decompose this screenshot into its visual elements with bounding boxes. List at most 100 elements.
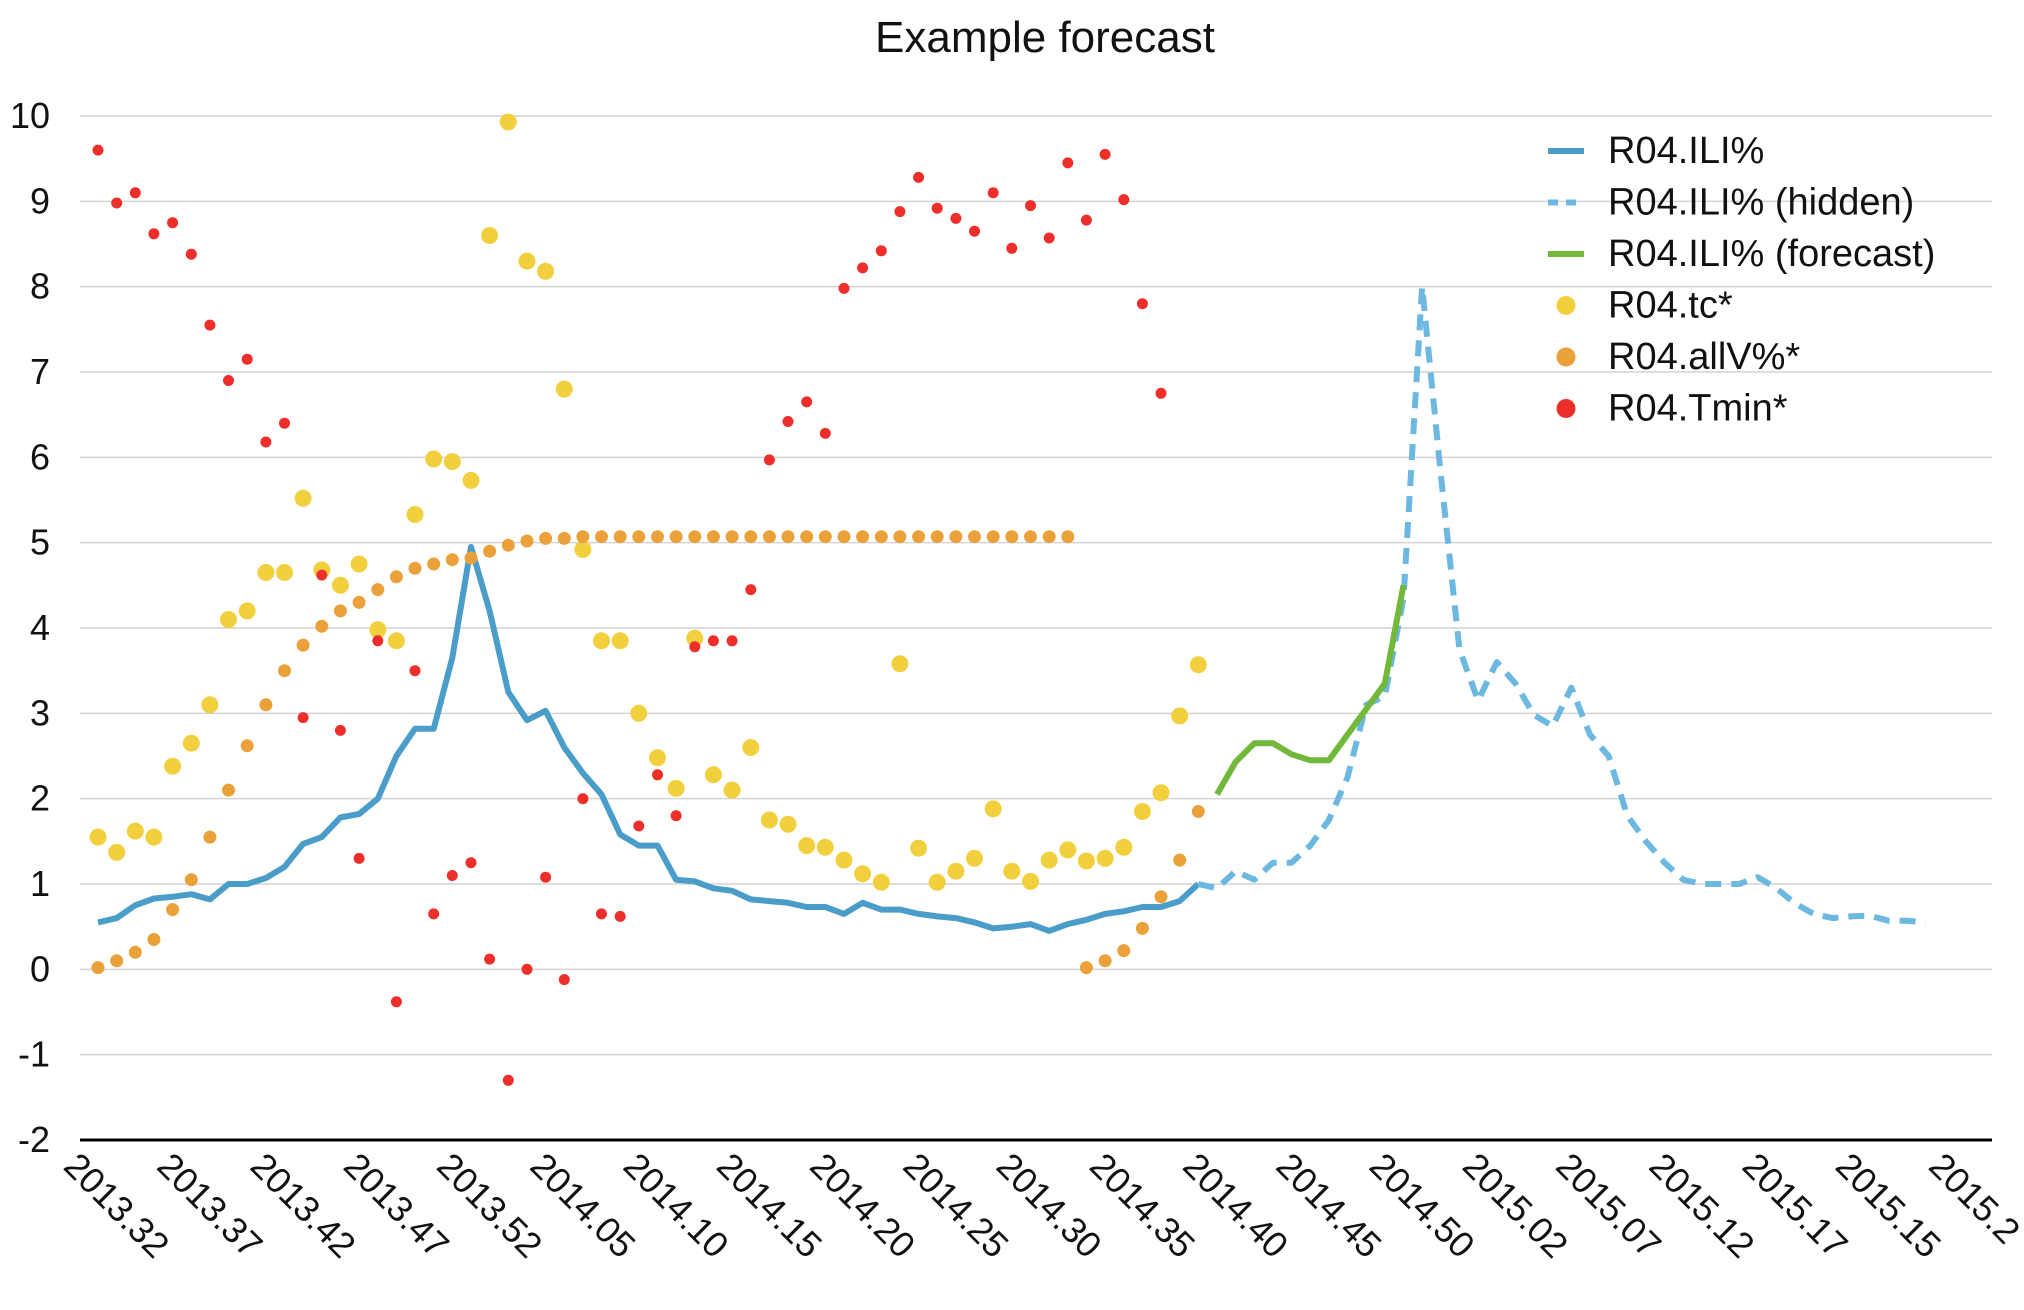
data-point (630, 704, 648, 722)
data-point (1096, 849, 1114, 867)
data-point (969, 225, 980, 237)
data-point (614, 910, 626, 922)
data-point (129, 187, 141, 199)
data-point (427, 557, 441, 571)
y-tick-label: 8 (30, 266, 50, 307)
legend-item: R04.ILI% (forecast) (1548, 233, 1935, 275)
data-point (893, 530, 907, 544)
data-point (779, 815, 797, 833)
data-point (854, 865, 872, 883)
data-point (1025, 200, 1036, 212)
data-point (1080, 214, 1092, 226)
data-point (1042, 530, 1056, 544)
data-point (818, 530, 832, 544)
data-point (669, 530, 683, 544)
data-point (167, 217, 179, 229)
y-tick-label: 4 (30, 607, 50, 648)
data-point (894, 206, 906, 218)
data-point (502, 1074, 514, 1086)
data-point (278, 664, 291, 678)
data-point (1043, 232, 1055, 244)
data-point (164, 757, 182, 775)
data-point (499, 113, 517, 131)
data-point (222, 783, 235, 797)
data-point (593, 632, 610, 650)
data-point (1133, 803, 1151, 820)
legend-marker (1556, 296, 1576, 315)
data-point (1098, 954, 1112, 968)
data-point (1061, 530, 1075, 544)
data-point (1155, 387, 1167, 399)
data-point (240, 739, 254, 753)
data-point (1079, 961, 1093, 975)
data-point (1171, 707, 1189, 725)
data-point (145, 828, 163, 846)
y-tick-label: 3 (30, 692, 50, 733)
data-point (1040, 851, 1058, 869)
data-point (837, 530, 851, 544)
data-point (539, 531, 553, 545)
data-point (446, 870, 458, 881)
data-point (966, 849, 983, 867)
legend-label: R04.Tmin* (1608, 388, 1788, 430)
data-point (166, 903, 180, 917)
data-point (574, 541, 592, 558)
data-point (223, 375, 234, 386)
data-point (1003, 862, 1021, 880)
data-point (726, 635, 738, 647)
data-point (387, 632, 405, 650)
x-tick-labels: 2013.322013.372013.422013.472013.522014.… (56, 1145, 2024, 1266)
data-point (1115, 838, 1133, 856)
data-point (704, 766, 722, 784)
series-lines (97, 283, 1926, 934)
data-point (185, 248, 197, 260)
data-point (260, 436, 272, 448)
data-point (913, 171, 925, 183)
data-point (689, 641, 701, 653)
data-point (331, 576, 349, 594)
data-point (315, 619, 329, 633)
data-point (801, 396, 813, 408)
data-point (872, 873, 890, 891)
data-point (1022, 872, 1039, 890)
legend-label: R04.ILI% (forecast) (1608, 233, 1935, 275)
data-point (257, 564, 275, 581)
gridlines (80, 115, 1992, 1142)
data-point (465, 857, 477, 869)
legend-label: R04.ILI% (1608, 130, 1764, 172)
data-point (408, 561, 422, 575)
data-point (1059, 841, 1077, 859)
data-point (184, 873, 198, 887)
y-tick-label: 1 (30, 863, 50, 904)
data-point (688, 530, 702, 544)
data-point (819, 427, 831, 439)
legend-label: R04.tc* (1608, 285, 1733, 327)
data-point (1189, 656, 1207, 674)
data-point (649, 749, 666, 767)
data-point (838, 282, 850, 294)
data-point (483, 544, 497, 558)
data-point (389, 570, 403, 584)
y-tick-label: -2 (18, 1119, 50, 1160)
data-point (611, 632, 629, 650)
data-point (707, 635, 719, 647)
data-point (371, 583, 385, 597)
series-points (89, 113, 1207, 1086)
data-point (744, 530, 758, 544)
legend-label: R04.allV%* (1608, 336, 1800, 378)
data-point (857, 262, 869, 274)
data-point (835, 851, 853, 869)
data-point (352, 595, 366, 609)
legend-item: R04.Tmin* (1556, 388, 1788, 430)
y-tick-label: 0 (30, 948, 50, 989)
data-point (986, 530, 1000, 544)
data-point (409, 665, 421, 677)
data-point (484, 953, 496, 965)
data-point (1024, 530, 1037, 544)
data-point (276, 564, 293, 581)
data-point (147, 933, 161, 946)
data-point (760, 811, 778, 829)
data-point (297, 712, 309, 724)
data-point (462, 471, 480, 489)
